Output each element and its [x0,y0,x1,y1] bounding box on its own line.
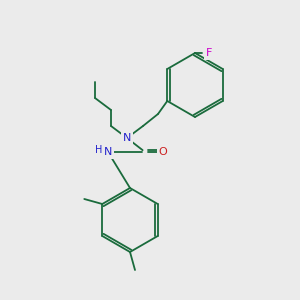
Text: H: H [95,145,103,155]
Text: N: N [123,133,131,143]
Text: F: F [206,48,212,58]
Text: O: O [159,147,167,157]
Text: N: N [104,147,112,157]
